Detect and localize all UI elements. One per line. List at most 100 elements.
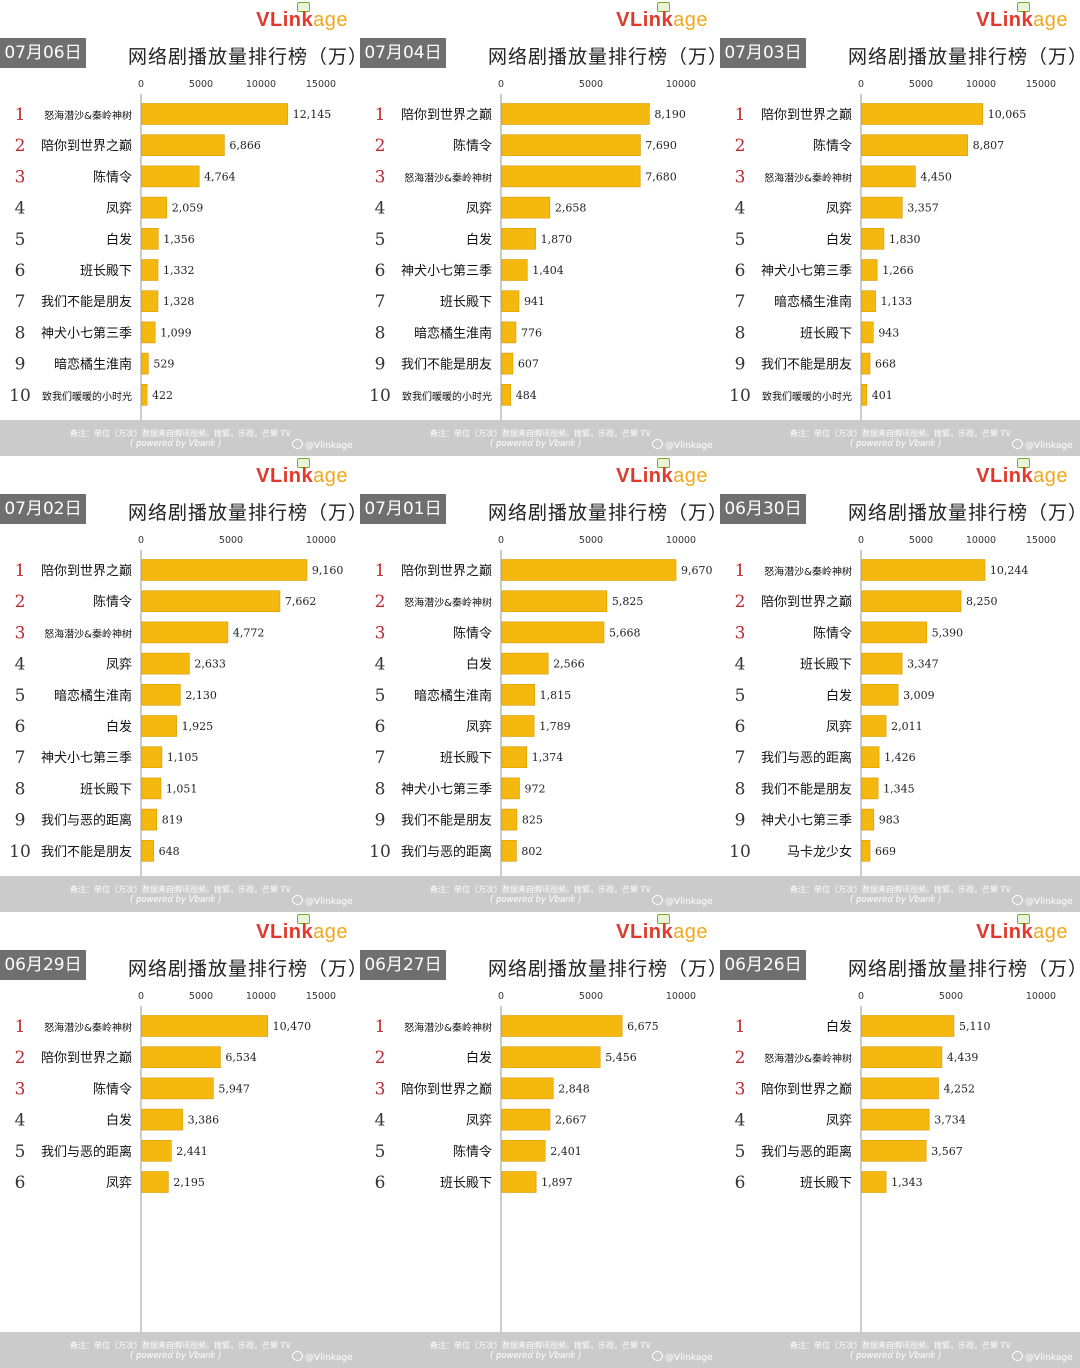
drama-name: 陪你到世界之巅 <box>761 108 852 123</box>
rank-number: 2 <box>375 1048 386 1068</box>
drama-name: 怒海潜沙&秦岭神树 <box>44 109 132 122</box>
logo-link: Link <box>630 921 674 943</box>
x-tick-label: 10000 <box>1026 991 1056 1002</box>
drama-name: 班长殿下 <box>440 751 492 766</box>
value-label: 4,252 <box>944 1082 976 1095</box>
drama-name: 怒海潜沙&秦岭神树 <box>764 171 852 184</box>
rank-number: 5 <box>375 230 386 250</box>
bar <box>861 839 871 862</box>
vlinkage-logo: VLinkage <box>976 9 1068 32</box>
logo-age: age <box>1033 921 1068 943</box>
chart-title: 网络剧播放量排行榜（万） <box>488 502 720 524</box>
drama-name: 致我们暖暖的小时光 <box>42 390 132 403</box>
drama-name: 我们不能是朋友 <box>401 357 492 373</box>
drama-name: 陪你到世界之巅 <box>761 595 852 610</box>
drama-name: 神犬小七第三季 <box>41 751 132 766</box>
rank-number: 6 <box>735 1173 746 1193</box>
bar <box>501 559 677 581</box>
bar <box>501 321 517 344</box>
bar <box>501 134 641 157</box>
rank-number: 2 <box>375 592 386 612</box>
x-tick-label: 0 <box>498 535 504 546</box>
rank-number: 2 <box>15 136 26 156</box>
bar <box>861 352 871 375</box>
rank-number: 6 <box>735 717 746 737</box>
value-label: 943 <box>878 326 899 339</box>
drama-name: 致我们暖暖的小时光 <box>762 390 852 403</box>
x-tick-label: 0 <box>858 79 864 90</box>
bar <box>141 1140 172 1162</box>
x-tick-label: 0 <box>138 991 144 1002</box>
bar <box>141 1046 221 1069</box>
weibo-icon <box>652 895 663 905</box>
bar <box>141 621 229 644</box>
rank-number: 1 <box>735 561 746 581</box>
bar <box>141 1077 214 1100</box>
drama-name: 班长殿下 <box>80 782 132 797</box>
x-tick-label: 5000 <box>579 79 603 90</box>
value-label: 983 <box>879 814 900 827</box>
value-label: 3,386 <box>188 1114 220 1127</box>
bar <box>861 559 986 581</box>
rank-number: 4 <box>735 199 746 219</box>
weibo-handle: @Vlinkage <box>292 439 353 451</box>
bar <box>501 652 549 675</box>
x-tick-label: 10000 <box>966 535 996 546</box>
date-badge: 07月03日 <box>720 38 806 68</box>
bar <box>861 746 880 768</box>
bar <box>141 808 158 831</box>
date-badge: 07月01日 <box>360 494 446 524</box>
date-badge: 06月26日 <box>720 950 806 980</box>
rank-number: 1 <box>735 1017 746 1037</box>
powered-by: ( powered by Vbank ) <box>130 1351 222 1361</box>
panel-footer: 备注：单位（万次）数据来自腾讯视频，搜狐，乐视，芒果 TV( powered b… <box>720 876 1080 912</box>
chart-panel: VLinkage 07月04日 网络剧播放量排行榜（万） 0 5000 10000 1 陪你到… <box>360 0 720 456</box>
weibo-icon <box>292 1351 303 1361</box>
bar <box>861 684 899 706</box>
bar <box>861 134 968 157</box>
rank-number: 6 <box>375 261 386 281</box>
drama-name: 陈情令 <box>93 1081 132 1097</box>
drama-name: 我们不能是朋友 <box>401 813 492 829</box>
powered-by: ( powered by Vbank ) <box>850 895 942 905</box>
drama-name: 我们不能是朋友 <box>761 781 852 797</box>
drama-name: 陈情令 <box>453 138 492 154</box>
weibo-icon <box>652 439 663 449</box>
x-tick-label: 10000 <box>966 79 996 90</box>
chart-title: 网络剧播放量排行榜（万） <box>848 502 1080 524</box>
tv-icon <box>297 458 310 468</box>
value-label: 1,133 <box>881 295 913 308</box>
bar <box>861 1171 887 1193</box>
source-note: 备注：单位（万次）数据来自腾讯视频，搜狐，乐视，芒果 TV <box>790 1341 1011 1350</box>
bar <box>141 715 177 737</box>
bar <box>861 228 885 250</box>
rank-number: 6 <box>15 1173 26 1193</box>
drama-name: 白发 <box>106 232 132 248</box>
weibo-handle-text: @Vlinkage <box>665 897 713 907</box>
rank-number: 3 <box>15 1079 26 1099</box>
bar <box>501 684 535 706</box>
chart-panel: VLinkage 06月27日 网络剧播放量排行榜（万） 0 5000 10000 1 怒海潜… <box>360 912 720 1368</box>
bar <box>501 228 536 250</box>
drama-name: 怒海潜沙&秦岭神树 <box>44 627 132 640</box>
tv-icon <box>657 458 670 468</box>
value-label: 1,051 <box>166 782 198 795</box>
drama-name: 陈情令 <box>813 138 852 154</box>
value-label: 5,456 <box>605 1051 637 1064</box>
chart-panel: VLinkage 07月01日 网络剧播放量排行榜（万） 0 5000 10000 1 陪你到… <box>360 456 720 912</box>
rank-number: 5 <box>15 230 26 250</box>
value-label: 2,401 <box>550 1145 582 1158</box>
logo-v: V <box>256 921 270 943</box>
powered-by: ( powered by Vbank ) <box>130 439 222 449</box>
drama-name: 我们不能是朋友 <box>41 844 132 860</box>
weibo-handle: @Vlinkage <box>292 895 353 907</box>
x-tick-label: 5000 <box>189 991 213 1002</box>
drama-name: 白发 <box>466 657 492 673</box>
bar <box>501 839 517 862</box>
drama-name: 暗恋橘生淮南 <box>774 294 852 310</box>
vlinkage-logo: VLinkage <box>256 465 348 488</box>
rank-number: 9 <box>375 355 386 375</box>
bar <box>861 259 878 281</box>
x-tick-label: 10000 <box>306 535 336 546</box>
rank-number: 10 <box>729 386 751 406</box>
